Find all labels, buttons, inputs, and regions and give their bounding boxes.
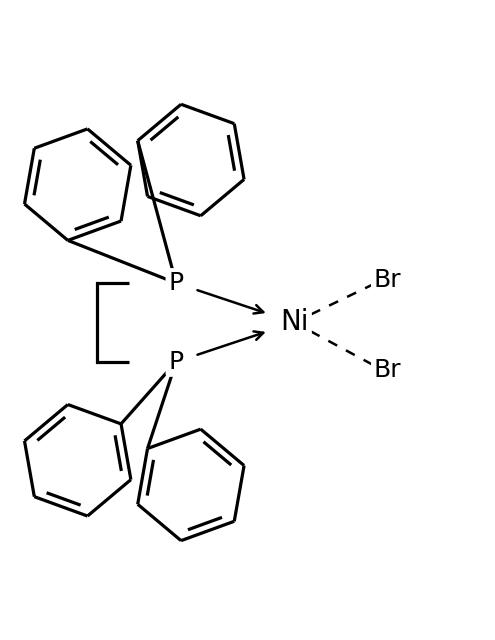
Text: Br: Br — [374, 358, 401, 382]
Text: P: P — [169, 271, 184, 295]
Text: P: P — [169, 350, 184, 374]
Text: Br: Br — [374, 268, 401, 292]
Text: Ni: Ni — [280, 308, 308, 337]
